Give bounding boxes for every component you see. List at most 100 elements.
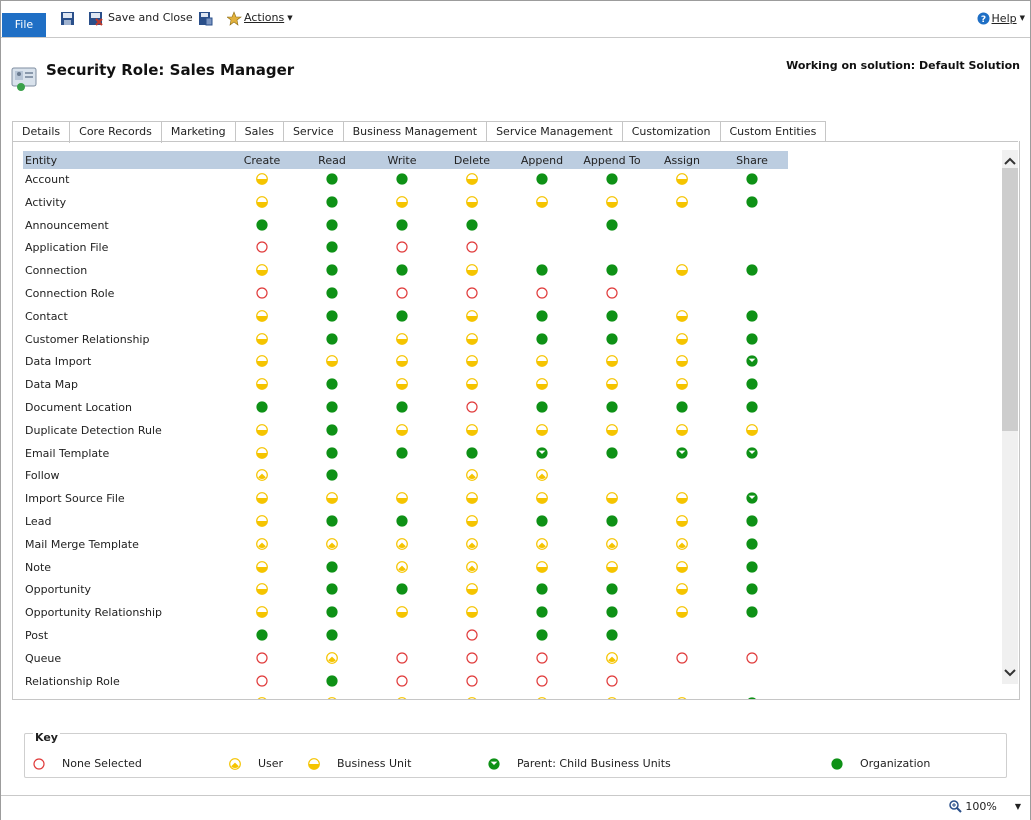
zoom-dropdown-icon[interactable]: ▼ [1014,802,1021,811]
privilege-pc-icon[interactable] [676,446,688,459]
privilege-org-icon[interactable] [326,173,338,185]
privilege-none-icon[interactable] [536,287,548,299]
privilege-bu-icon[interactable] [396,355,408,368]
privilege-user-icon[interactable] [396,537,408,550]
privilege-bu-icon[interactable] [396,697,408,699]
tab-customization[interactable]: Customization [621,121,721,142]
privilege-bu-icon[interactable] [396,195,408,208]
privilege-bu-icon[interactable] [676,309,688,322]
privilege-bu-icon[interactable] [536,423,548,436]
privilege-none-icon[interactable] [396,674,408,687]
privilege-bu-icon[interactable] [676,332,688,345]
privilege-bu-icon[interactable] [466,606,478,619]
privilege-none-icon[interactable] [466,241,478,253]
privilege-none-icon[interactable] [256,674,268,687]
privilege-bu-icon[interactable] [676,515,688,527]
tab-custom-entities[interactable]: Custom Entities [719,121,827,142]
privilege-org-icon[interactable] [396,446,408,459]
privilege-user-icon[interactable] [606,537,618,550]
scroll-down-icon[interactable] [1004,668,1016,678]
privilege-org-icon[interactable] [746,378,758,390]
privilege-org-icon[interactable] [396,583,408,595]
privilege-user-icon[interactable] [466,537,478,550]
privilege-org-icon[interactable] [536,629,548,641]
privilege-user-icon[interactable] [466,560,478,573]
privilege-org-icon[interactable] [536,332,548,345]
privilege-org-icon[interactable] [326,674,338,687]
scrollbar-thumb[interactable] [1002,168,1018,431]
privilege-bu-icon[interactable] [466,332,478,345]
privilege-org-icon[interactable] [746,310,758,322]
privilege-user-icon[interactable] [326,537,338,550]
privilege-bu-icon[interactable] [466,378,478,391]
privilege-org-icon[interactable] [536,583,548,595]
privilege-bu-icon[interactable] [606,697,618,699]
vertical-scrollbar[interactable] [1002,150,1018,684]
privilege-org-icon[interactable] [746,332,758,345]
privilege-org-icon[interactable] [606,332,618,345]
privilege-none-icon[interactable] [256,652,268,664]
tab-marketing[interactable]: Marketing [160,121,236,142]
privilege-org-icon[interactable] [746,196,758,208]
privilege-org-icon[interactable] [326,332,338,345]
privilege-bu-icon[interactable] [536,195,548,208]
privilege-bu-icon[interactable] [256,606,268,619]
privilege-bu-icon[interactable] [466,583,478,596]
privilege-bu-icon[interactable] [466,173,478,185]
privilege-org-icon[interactable] [396,310,408,322]
privilege-org-icon[interactable] [536,264,548,276]
privilege-org-icon[interactable] [606,264,618,276]
privilege-org-icon[interactable] [606,173,618,185]
privilege-bu-icon[interactable] [606,195,618,208]
privilege-org-icon[interactable] [396,515,408,527]
privilege-org-icon[interactable] [326,378,338,390]
privilege-none-icon[interactable] [536,652,548,664]
privilege-org-icon[interactable] [606,606,618,618]
save-and-close-button[interactable]: Save and Close [88,9,193,27]
privilege-bu-icon[interactable] [256,515,268,527]
privilege-none-icon[interactable] [396,241,408,253]
privilege-user-icon[interactable] [256,469,268,482]
privilege-bu-icon[interactable] [466,355,478,368]
privilege-bu-icon[interactable] [676,378,688,391]
privilege-org-icon[interactable] [606,583,618,595]
privilege-org-icon[interactable] [536,515,548,527]
privilege-bu-icon[interactable] [326,355,338,368]
privilege-pc-icon[interactable] [536,446,548,459]
privilege-bu-icon[interactable] [466,264,478,277]
privilege-bu-icon[interactable] [256,423,268,436]
privilege-org-icon[interactable] [466,446,478,459]
privilege-user-icon[interactable] [256,537,268,550]
privilege-org-icon[interactable] [606,629,618,641]
privilege-bu-icon[interactable] [676,583,688,596]
privilege-org-icon[interactable] [746,697,758,699]
privilege-org-icon[interactable] [606,218,618,231]
privilege-none-icon[interactable] [466,674,478,687]
privilege-bu-icon[interactable] [256,355,268,368]
privilege-bu-icon[interactable] [396,492,408,505]
privilege-bu-icon[interactable] [256,309,268,322]
privilege-none-icon[interactable] [466,652,478,664]
privilege-bu-icon[interactable] [676,697,688,699]
privilege-org-icon[interactable] [746,264,758,276]
zoom-control[interactable]: 100% ▼ [949,800,1021,813]
privilege-org-icon[interactable] [536,401,548,413]
privilege-pc-icon[interactable] [746,355,758,367]
tab-sales[interactable]: Sales [234,121,284,142]
privilege-bu-icon[interactable] [396,423,408,436]
privilege-bu-icon[interactable] [606,492,618,505]
privilege-user-icon[interactable] [606,651,618,664]
privilege-org-icon[interactable] [396,401,408,413]
privilege-org-icon[interactable] [326,310,338,322]
privilege-bu-icon[interactable] [676,560,688,573]
privilege-org-icon[interactable] [606,310,618,322]
privilege-org-icon[interactable] [326,515,338,527]
privilege-org-icon[interactable] [746,515,758,527]
privilege-bu-icon[interactable] [676,355,688,368]
privilege-none-icon[interactable] [256,287,268,299]
privilege-org-icon[interactable] [746,401,758,413]
privilege-org-icon[interactable] [326,606,338,618]
privilege-bu-icon[interactable] [466,195,478,208]
help-menu[interactable]: ? Help ▼ [977,9,1025,27]
privilege-org-icon[interactable] [256,401,268,413]
